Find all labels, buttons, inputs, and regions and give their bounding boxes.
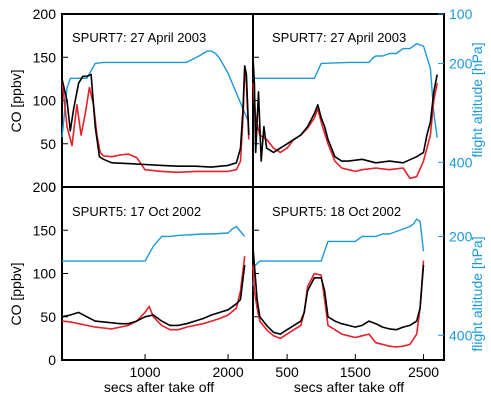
co-axis-label-bottom: CO [ppbv] [8, 262, 24, 325]
y2-tick-label: 200 [449, 55, 473, 71]
y-tick-label: 200 [33, 6, 57, 22]
y2-tick-label: 400 [449, 327, 473, 343]
y-tick-label: 100 [33, 266, 57, 282]
y2-tick-label: 200 [449, 228, 473, 244]
y2-tick-label: 100 [449, 6, 473, 22]
series-line-model [61, 256, 246, 331]
series-line-observed [61, 264, 246, 327]
y-tick-label: 150 [33, 222, 57, 238]
series-line-model [61, 69, 250, 174]
y-tick-label: 150 [33, 49, 57, 65]
y2-tick-label: 400 [449, 154, 473, 170]
x-tick-label: 1000 [129, 364, 160, 380]
series-line-model [252, 83, 438, 180]
x-tick-label: 500 [275, 364, 299, 380]
panel-title-bottom-right: SPURT5: 18 Oct 2002 [272, 204, 401, 219]
x-axis-label-left: secs after take off [104, 379, 214, 395]
y-tick-label: 50 [40, 136, 56, 152]
panel-bottom-right: 200 400 500 1500 2500 [252, 186, 473, 380]
series-line-altitude [61, 50, 250, 138]
x-tick-label: 2500 [408, 364, 439, 380]
y-tick-label: 0 [48, 352, 56, 368]
x-tick-label: 2000 [213, 364, 244, 380]
panel-title-top-left: SPURT7: 27 April 2003 [72, 30, 206, 45]
series-line-model [252, 260, 425, 348]
series-line-observed [252, 57, 438, 164]
co-axis-label-top: CO [ppbv] [8, 69, 24, 132]
x-tick-label: 1500 [340, 364, 371, 380]
y-tick-label: 200 [33, 179, 57, 195]
series-line-observed [61, 65, 250, 168]
altitude-axis-label-bottom: flight altitude [hPa] [469, 236, 485, 351]
series-line-altitude [253, 43, 438, 138]
y-tick-label: 100 [33, 93, 57, 109]
series-line-observed [252, 247, 425, 335]
panel-title-bottom-left: SPURT5: 17 Oct 2002 [72, 204, 201, 219]
x-axis-label-right: secs after take off [294, 379, 404, 395]
panel-bottom-left: 0 50 100 150 200 1000 2000 [33, 179, 254, 380]
series-line-altitude [252, 218, 425, 286]
panel-title-top-right: SPURT7: 27 April 2003 [272, 30, 406, 45]
altitude-axis-label-top: flight altitude [hPa] [469, 42, 485, 157]
y-tick-label: 50 [40, 309, 56, 325]
series-line-altitude [62, 225, 246, 262]
y-tick-label: 0 [48, 179, 56, 195]
